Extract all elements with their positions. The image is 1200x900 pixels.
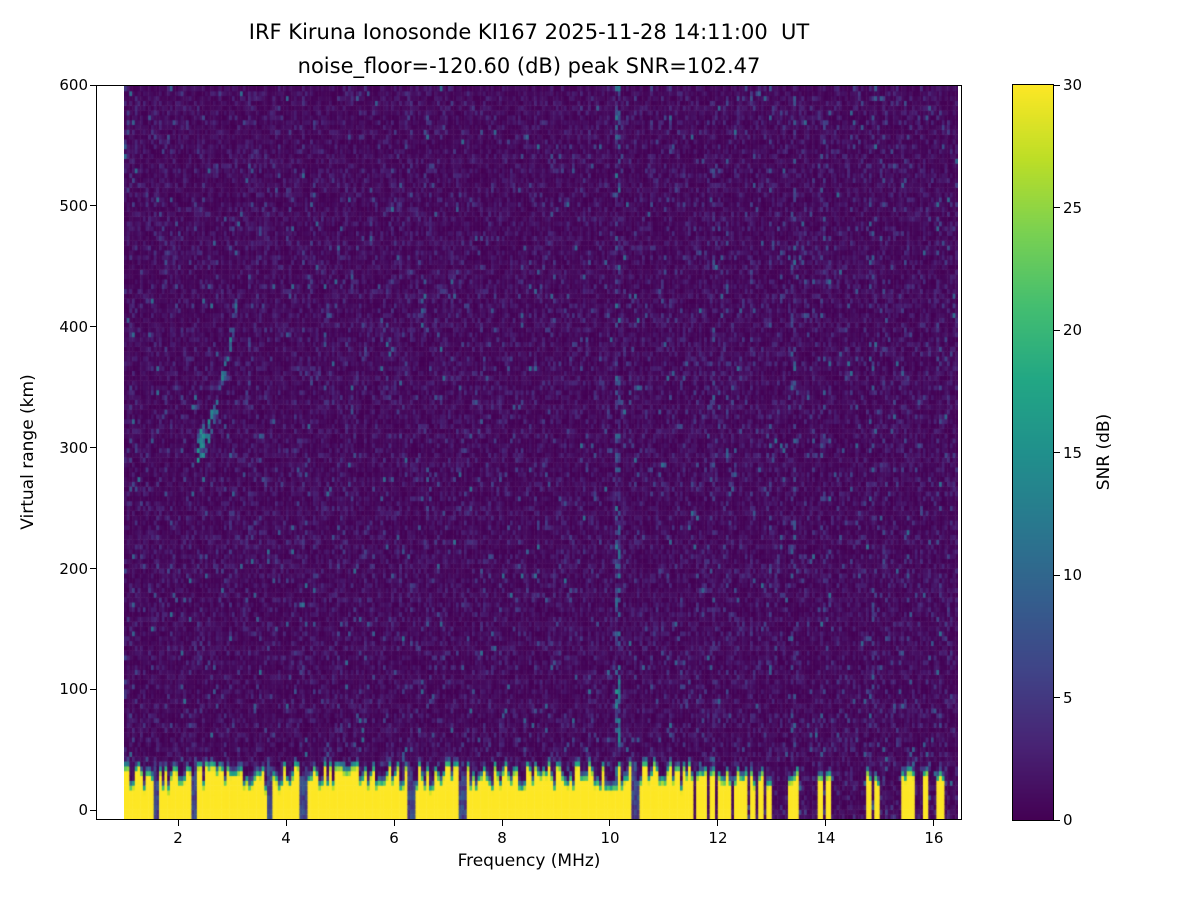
y-tick-label: 600 [59, 76, 88, 94]
x-tick-label: 4 [281, 829, 291, 847]
x-tick-mark [501, 820, 503, 826]
chart-subtitle: noise_floor=-120.60 (dB) peak SNR=102.47 [297, 54, 761, 78]
y-tick-label: 100 [59, 680, 88, 699]
y-tick-mark [90, 205, 96, 207]
colorbar-tick-label: 30 [1063, 76, 1083, 94]
y-tick-mark [90, 326, 96, 328]
y-tick-mark [90, 447, 96, 449]
x-tick-label: 8 [497, 829, 507, 847]
x-tick-mark [285, 820, 287, 826]
y-tick-mark [90, 84, 96, 86]
colorbar-label: SNR (dB) [1094, 413, 1114, 491]
colorbar-tick-mark [1054, 207, 1060, 208]
y-tick-label: 200 [59, 559, 88, 578]
x-tick-label: 6 [389, 829, 399, 847]
colorbar-tick-mark [1054, 697, 1060, 698]
y-tick-mark [90, 688, 96, 690]
ionogram-heatmap [124, 86, 958, 819]
colorbar-tick-label: 10 [1063, 566, 1083, 584]
colorbar-tick-mark [1054, 819, 1060, 821]
y-tick-label: 500 [59, 196, 88, 215]
x-tick-mark [717, 820, 719, 826]
x-tick-mark [609, 820, 611, 826]
colorbar-tick-mark [1054, 574, 1060, 576]
colorbar-tick-mark [1054, 329, 1060, 331]
y-tick-mark [90, 568, 96, 570]
x-tick-label: 16 [924, 829, 944, 847]
x-tick-mark [825, 820, 827, 826]
y-tick-mark [90, 809, 96, 811]
y-tick-label: 0 [78, 801, 88, 820]
colorbar-tick-mark [1054, 452, 1060, 453]
x-tick-mark [393, 820, 395, 826]
colorbar-tick-label: 15 [1063, 443, 1083, 462]
x-tick-label: 2 [173, 829, 183, 847]
colorbar-tick-label: 5 [1063, 688, 1073, 707]
colorbar-tick-mark [1054, 84, 1060, 86]
x-tick-mark [177, 820, 179, 826]
chart-title: IRF Kiruna Ionosonde KI167 2025-11-28 14… [248, 20, 810, 44]
x-tick-label: 10 [600, 829, 620, 847]
y-tick-label: 400 [59, 317, 88, 336]
y-tick-label: 300 [59, 438, 88, 457]
colorbar-tick-label: 25 [1063, 198, 1083, 217]
colorbar-tick-label: 20 [1063, 321, 1083, 339]
x-tick-label: 14 [816, 829, 836, 847]
x-tick-mark [933, 820, 935, 826]
colorbar-tick-label: 0 [1063, 811, 1073, 829]
colorbar [1012, 84, 1054, 821]
x-tick-label: 12 [708, 829, 728, 847]
x-axis-label: Frequency (MHz) [457, 851, 601, 871]
